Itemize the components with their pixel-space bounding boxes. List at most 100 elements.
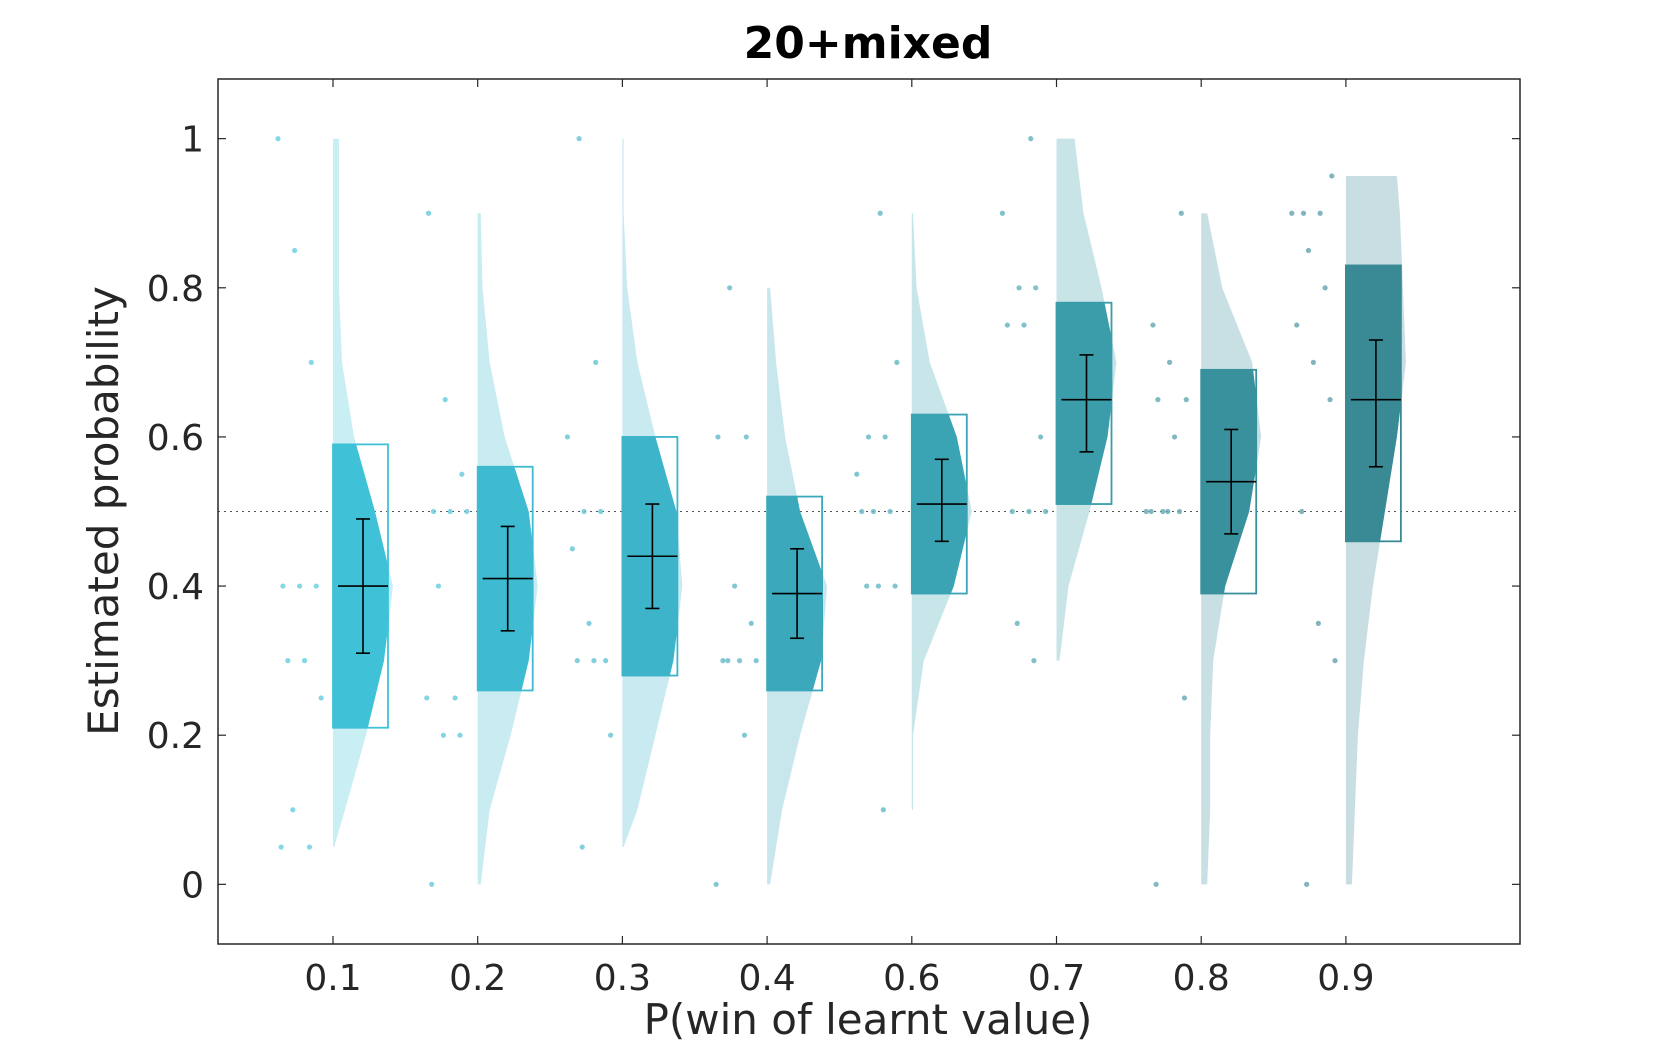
x-tick-label: 0.7 [1028,958,1085,999]
data-point [1004,322,1010,328]
data-point [870,508,877,515]
data-point [1310,359,1316,365]
data-point [727,285,733,291]
data-point [447,508,453,515]
x-tick-label: 0.2 [449,958,506,999]
data-point [442,397,448,403]
x-axis-label: P(win of learnt value) [644,995,1093,1044]
data-point [586,620,592,626]
y-tick-label: 1 [181,120,204,161]
data-point [1028,136,1034,142]
y-tick-label: 0.4 [147,567,204,608]
data-point [430,508,437,515]
data-point [435,583,442,589]
data-point [892,583,898,589]
y-tick-label: 0.8 [147,269,204,310]
data-point [603,658,609,664]
data-point [440,732,446,738]
data-point [1181,695,1188,701]
data-point [1317,210,1323,216]
data-point [1014,620,1020,626]
x-tick-label: 0.1 [304,958,361,999]
data-point [880,807,886,813]
data-point [999,210,1006,216]
data-point [1299,508,1305,515]
data-point [1305,247,1312,254]
data-point [1171,434,1178,440]
chart-title: 20+mixed [744,18,993,69]
data-point [1304,881,1310,887]
data-point [593,359,599,365]
x-tick-label: 0.6 [883,958,940,999]
data-point [877,210,883,216]
x-tick-label: 0.3 [594,958,651,999]
data-point [569,546,575,552]
data-point [313,583,319,589]
data-point [882,434,888,440]
data-point [285,658,291,664]
data-point [1016,285,1022,291]
data-point [1009,508,1015,515]
data-point [865,434,872,440]
data-point [894,359,900,365]
data-point [1026,508,1032,515]
data-point [1322,285,1328,291]
data-point [736,658,743,664]
plot-area [218,79,1520,944]
data-point [1329,173,1335,179]
y-tick-label: 0.2 [147,716,204,757]
data-point [1165,508,1171,515]
data-point [713,881,719,887]
data-point [1150,322,1156,328]
data-point [743,434,749,440]
data-point [1043,508,1049,515]
data-point [859,508,865,515]
data-point [1033,285,1039,291]
data-point [581,508,587,515]
axis-ticks: 0.1 0.2 0.3 0.4 0.6 0.7 0.8 0.9 0 0.2 0.4 0.6 0.8 1 [147,79,1520,999]
data-point [1160,508,1166,515]
y-axis-label: Estimated probability [79,286,128,736]
y-tick-label: 0 [181,865,204,906]
data-point [732,583,738,589]
data-point [459,471,465,477]
data-point [741,732,748,738]
data-point [1176,508,1183,515]
data-point [1300,210,1307,216]
data-point [1038,434,1044,440]
data-point [1332,658,1338,664]
data-point [424,695,430,701]
box-outline [1055,301,1113,505]
data-point [1327,397,1333,403]
data-point [290,807,296,813]
data-point [598,508,604,515]
data-point [887,508,893,515]
plot-frame [217,78,1521,945]
data-point [1148,508,1154,515]
data-point [318,695,324,701]
data-point [425,210,432,216]
data-point [875,583,882,589]
data-point [1153,881,1159,887]
box-outline [1345,264,1402,543]
data-point [753,658,759,664]
data-point [608,732,614,738]
data-point [457,732,463,738]
data-point [579,844,585,850]
data-point [574,658,580,664]
data-point [292,247,298,254]
data-point [564,434,571,440]
x-tick-label: 0.4 [738,958,795,999]
data-point [275,136,281,142]
data-point [1155,397,1161,403]
data-point [306,844,313,850]
data-point [864,583,870,589]
data-point [748,620,754,626]
data-point [591,658,597,664]
y-tick-label: 0.6 [147,418,204,459]
data-point [452,695,458,701]
data-point [1021,322,1027,328]
data-point [725,658,731,664]
data-point [1031,658,1037,664]
data-point [715,434,721,440]
